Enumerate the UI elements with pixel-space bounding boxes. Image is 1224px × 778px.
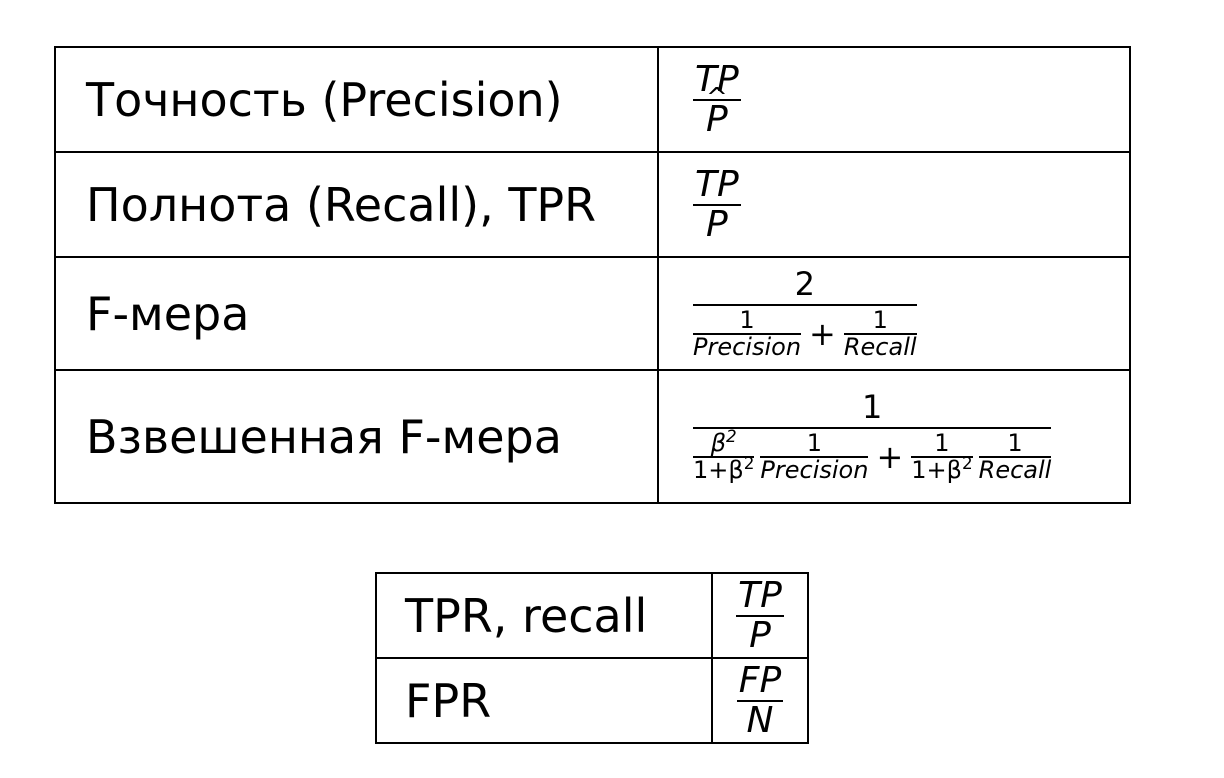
numerator: TP	[738, 574, 782, 616]
numerator: FP	[738, 659, 782, 701]
denominator: ^ P	[704, 85, 730, 140]
fraction: β2 1+β2	[693, 428, 755, 485]
fraction: 1 1+β2	[911, 428, 973, 485]
denominator: β2 1+β2 1 Precision + 1 1+β2	[693, 428, 1052, 485]
formula-tpr: TP P	[711, 572, 809, 659]
fraction: TP P	[736, 574, 784, 656]
hat-accent: ^	[705, 82, 728, 113]
denominator: 1 Precision + 1 Recall	[693, 306, 917, 360]
numerator: TP	[695, 163, 739, 205]
fraction-bar	[693, 456, 755, 459]
numerator: 1	[861, 387, 883, 426]
table-row: TPR, recall TP P	[375, 572, 809, 659]
metric-name-precision: Точность (Precision)	[54, 46, 659, 153]
metrics-table: Точность (Precision) TP ^ P Полнота (Rec…	[54, 46, 1131, 504]
numerator: 1	[1007, 428, 1023, 457]
fraction-bar	[736, 699, 784, 702]
fraction-bar	[736, 614, 784, 617]
metric-name-weighted-f-measure: Взвешенная F-мера	[54, 369, 659, 504]
denominator-base: 1+β	[693, 456, 744, 485]
fraction: FP N	[736, 659, 784, 741]
numerator: β2	[710, 428, 737, 457]
metric-name-recall: Полнота (Recall), TPR	[54, 151, 659, 258]
hat-symbol-wrapper: ^ P	[705, 85, 728, 140]
numerator: TP	[695, 58, 739, 100]
fraction-bar	[693, 98, 741, 101]
denominator: Precision	[693, 333, 802, 362]
fraction: 1 β2 1+β2 1 Precision + 1	[693, 387, 1052, 485]
fraction-bar	[760, 456, 869, 459]
fraction-bar	[843, 333, 917, 336]
fraction-bar	[693, 333, 802, 336]
table-row: Взвешенная F-мера 1 β2 1+β2 1 Precision	[54, 369, 1131, 504]
table-row: Полнота (Recall), TPR TP P	[54, 151, 1131, 258]
fraction-bar	[693, 303, 917, 306]
denominator: N	[746, 699, 774, 741]
fraction: TP P	[693, 163, 741, 245]
plus-operator: +	[809, 315, 836, 354]
denominator: Recall	[978, 456, 1052, 485]
fraction-bar	[978, 456, 1052, 459]
formula-recall: TP P	[657, 151, 1131, 258]
table-row: Точность (Precision) TP ^ P	[54, 46, 1131, 153]
plus-operator: +	[876, 438, 904, 477]
formula-precision: TP ^ P	[657, 46, 1131, 153]
rate-name-fpr: FPR	[375, 657, 713, 744]
fraction-bar	[693, 203, 741, 206]
fraction: 1 Recall	[843, 305, 917, 362]
metric-name-f-measure: F-мера	[54, 256, 659, 371]
denominator-base: 1+β	[911, 456, 962, 485]
denominator: 1+β2	[911, 455, 972, 485]
beta-symbol: β	[710, 428, 727, 457]
exponent: 2	[743, 453, 755, 474]
numerator: 1	[739, 305, 755, 334]
denominator-value: P	[705, 98, 728, 140]
formula-f-measure: 2 1 Precision + 1 Recall	[657, 256, 1131, 371]
fraction: 1 Precision	[760, 428, 869, 485]
denominator: Precision	[760, 456, 869, 485]
formula-fpr: FP N	[711, 657, 809, 744]
rate-name-tpr: TPR, recall	[375, 572, 713, 659]
fraction: 2 1 Precision + 1 Recall	[693, 264, 917, 361]
fraction-bar	[911, 456, 973, 459]
exponent: 2	[961, 453, 973, 474]
exponent: 2	[726, 425, 737, 446]
formula-weighted-f-measure: 1 β2 1+β2 1 Precision + 1	[657, 369, 1131, 504]
numerator: 2	[794, 264, 815, 303]
fraction: 1 Recall	[978, 428, 1052, 485]
denominator: P	[749, 614, 771, 656]
rates-table: TPR, recall TP P FPR FP N	[375, 572, 809, 744]
denominator: P	[705, 203, 728, 245]
table-row: F-мера 2 1 Precision + 1 Recall	[54, 256, 1131, 371]
fraction: TP ^ P	[693, 58, 741, 140]
numerator: 1	[872, 305, 888, 334]
table-row: FPR FP N	[375, 657, 809, 744]
denominator: Recall	[843, 333, 917, 362]
fraction: 1 Precision	[693, 305, 802, 362]
fraction-bar	[693, 426, 1052, 429]
numerator: 1	[806, 428, 823, 457]
numerator: 1	[934, 428, 950, 457]
denominator: 1+β2	[693, 455, 754, 485]
